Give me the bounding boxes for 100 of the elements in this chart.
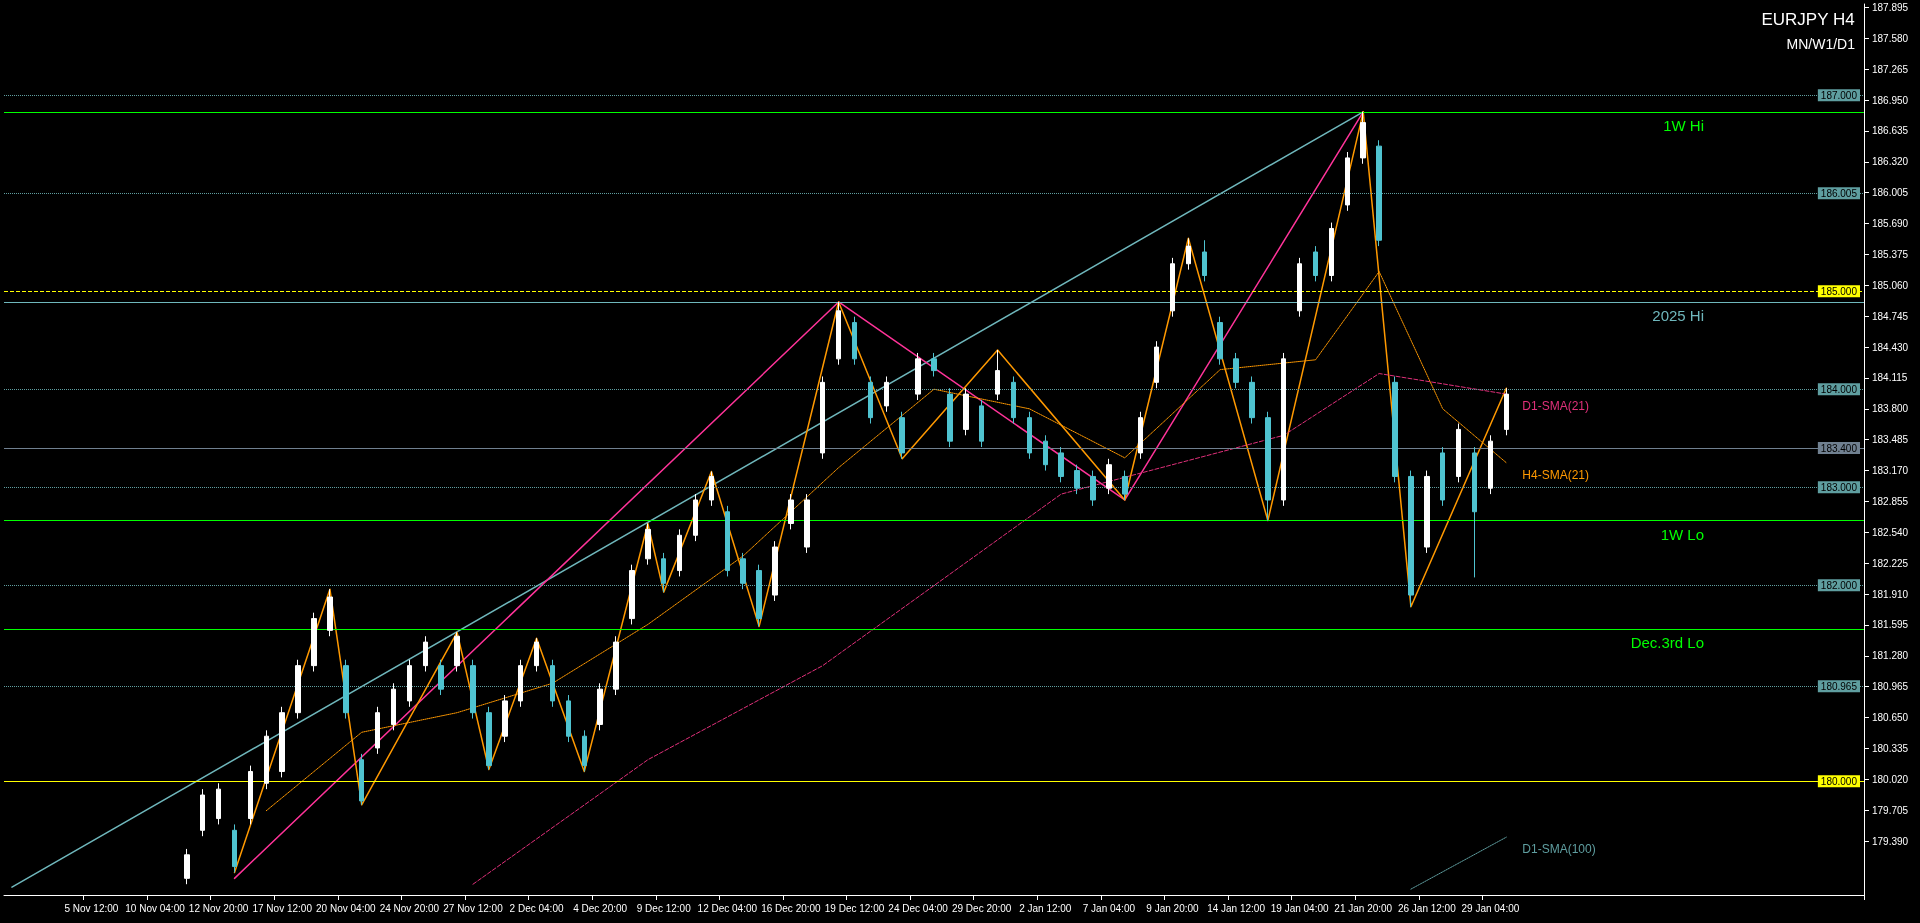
candlestick [1456, 423, 1461, 483]
y-tick-label: 186.005 [1872, 187, 1909, 199]
candlestick [1186, 237, 1191, 271]
candlestick [454, 631, 460, 673]
candlestick [836, 301, 841, 366]
candlestick [1122, 470, 1128, 501]
candlestick [661, 552, 666, 593]
candlestick [899, 411, 905, 460]
candlestick [852, 316, 857, 366]
y-tick-label: 183.170 [1872, 465, 1909, 477]
x-tick-label: 20 Nov 04:00 [316, 902, 376, 914]
candlestick [1027, 411, 1032, 460]
y-tick-label: 182.225 [1872, 557, 1909, 569]
candlestick [597, 682, 603, 731]
ref-line-label: 180.000 [1820, 775, 1858, 787]
ref-line-label: 183.400 [1820, 442, 1858, 454]
y-tick-label: 180.650 [1872, 712, 1909, 724]
series-label: D1-SMA(21) [1522, 399, 1589, 414]
y-tick-label: 182.540 [1872, 526, 1909, 538]
candlestick [1249, 375, 1255, 425]
candlestick [1329, 222, 1334, 282]
candlestick [645, 523, 651, 566]
x-tick-label: 2 Jan 12:00 [1019, 902, 1072, 914]
ref-line-label: Dec.3rd Lo [1630, 634, 1704, 652]
x-tick-label: 12 Nov 20:00 [188, 902, 249, 914]
x-tick-label: 12 Dec 04:00 [697, 902, 758, 914]
series-label: D1-SMA(100) [1522, 842, 1596, 857]
candlestick [788, 493, 794, 530]
x-tick-label: 21 Jan 20:00 [1334, 902, 1393, 914]
candlestick [1504, 387, 1509, 436]
y-tick-label: 187.895 [1872, 1, 1909, 13]
candlestick [1281, 352, 1286, 507]
candlestick [1440, 446, 1445, 507]
ref-line-label: 186.005 [1820, 187, 1858, 199]
candlestick [518, 659, 523, 708]
candlestick [804, 493, 810, 554]
candlestick [1376, 139, 1382, 247]
y-tick-label: 185.690 [1872, 218, 1909, 230]
candlestick [232, 823, 237, 873]
y-tick-label: 181.910 [1872, 588, 1909, 600]
y-tick-label: 186.950 [1872, 94, 1909, 106]
candlestick [502, 694, 508, 743]
candlestick [1202, 239, 1207, 282]
candlestick [200, 788, 205, 837]
candlestick [1392, 375, 1398, 483]
line-series [472, 373, 1507, 885]
candlestick [470, 659, 476, 720]
candlestick [391, 682, 396, 731]
candlestick [248, 765, 253, 825]
candlestick [359, 753, 364, 806]
candlestick [979, 399, 984, 448]
y-tick-label: 186.635 [1872, 125, 1909, 137]
x-tick-label: 9 Jan 20:00 [1146, 902, 1200, 914]
y-tick-label: 186.320 [1872, 156, 1909, 168]
y-tick-label: 180.965 [1872, 681, 1909, 693]
candlestick [1138, 411, 1143, 460]
candlestick [375, 706, 380, 755]
candlestick [295, 659, 301, 720]
candlestick [931, 352, 937, 377]
candlestick [629, 564, 635, 625]
candlestick [820, 375, 825, 460]
candlestick [1424, 470, 1430, 554]
candlestick [1233, 352, 1239, 389]
candlestick [693, 493, 698, 542]
candlestick [1043, 434, 1048, 472]
x-tick-label: 24 Dec 04:00 [888, 902, 949, 914]
x-tick-label: 7 Jan 04:00 [1082, 902, 1136, 914]
candlestick [1154, 340, 1159, 389]
candlestick [915, 352, 921, 401]
ref-line-label: 184.000 [1820, 383, 1858, 395]
x-tick-label: 16 Dec 20:00 [761, 902, 822, 914]
candlestick [1313, 245, 1318, 282]
candlestick [279, 706, 285, 778]
candlestick [216, 782, 221, 825]
ref-line-label: 187.000 [1820, 89, 1858, 101]
x-tick-label: 4 Dec 20:00 [573, 902, 628, 914]
x-tick-label: 29 Jan 04:00 [1461, 902, 1520, 914]
y-tick-label: 187.265 [1872, 63, 1909, 75]
x-tick-label: 24 Nov 20:00 [379, 902, 440, 914]
x-tick-label: 19 Dec 12:00 [824, 902, 885, 914]
x-tick-label: 2 Dec 04:00 [509, 902, 564, 914]
candlestick [407, 659, 412, 708]
y-tick-label: 184.745 [1872, 310, 1909, 322]
candlestick [613, 635, 619, 696]
chart-title: EURJPY H4 [1761, 10, 1855, 29]
candlestick [1360, 111, 1366, 165]
candlestick [264, 729, 269, 790]
candlestick [438, 659, 444, 696]
candlestick [709, 471, 714, 507]
candlestick [963, 387, 969, 436]
y-tick-label: 183.485 [1872, 434, 1909, 446]
candlestick [423, 635, 428, 673]
ref-line-label: 180.965 [1820, 680, 1858, 692]
ref-line-label: 183.000 [1820, 481, 1858, 493]
candlestick [740, 552, 746, 590]
candlestick [1297, 257, 1302, 318]
y-tick-label: 179.705 [1872, 804, 1909, 816]
ref-line-label: 2025 Hi [1652, 306, 1704, 324]
x-tick-label: 29 Dec 20:00 [951, 902, 1012, 914]
y-tick-label: 180.020 [1872, 773, 1909, 785]
